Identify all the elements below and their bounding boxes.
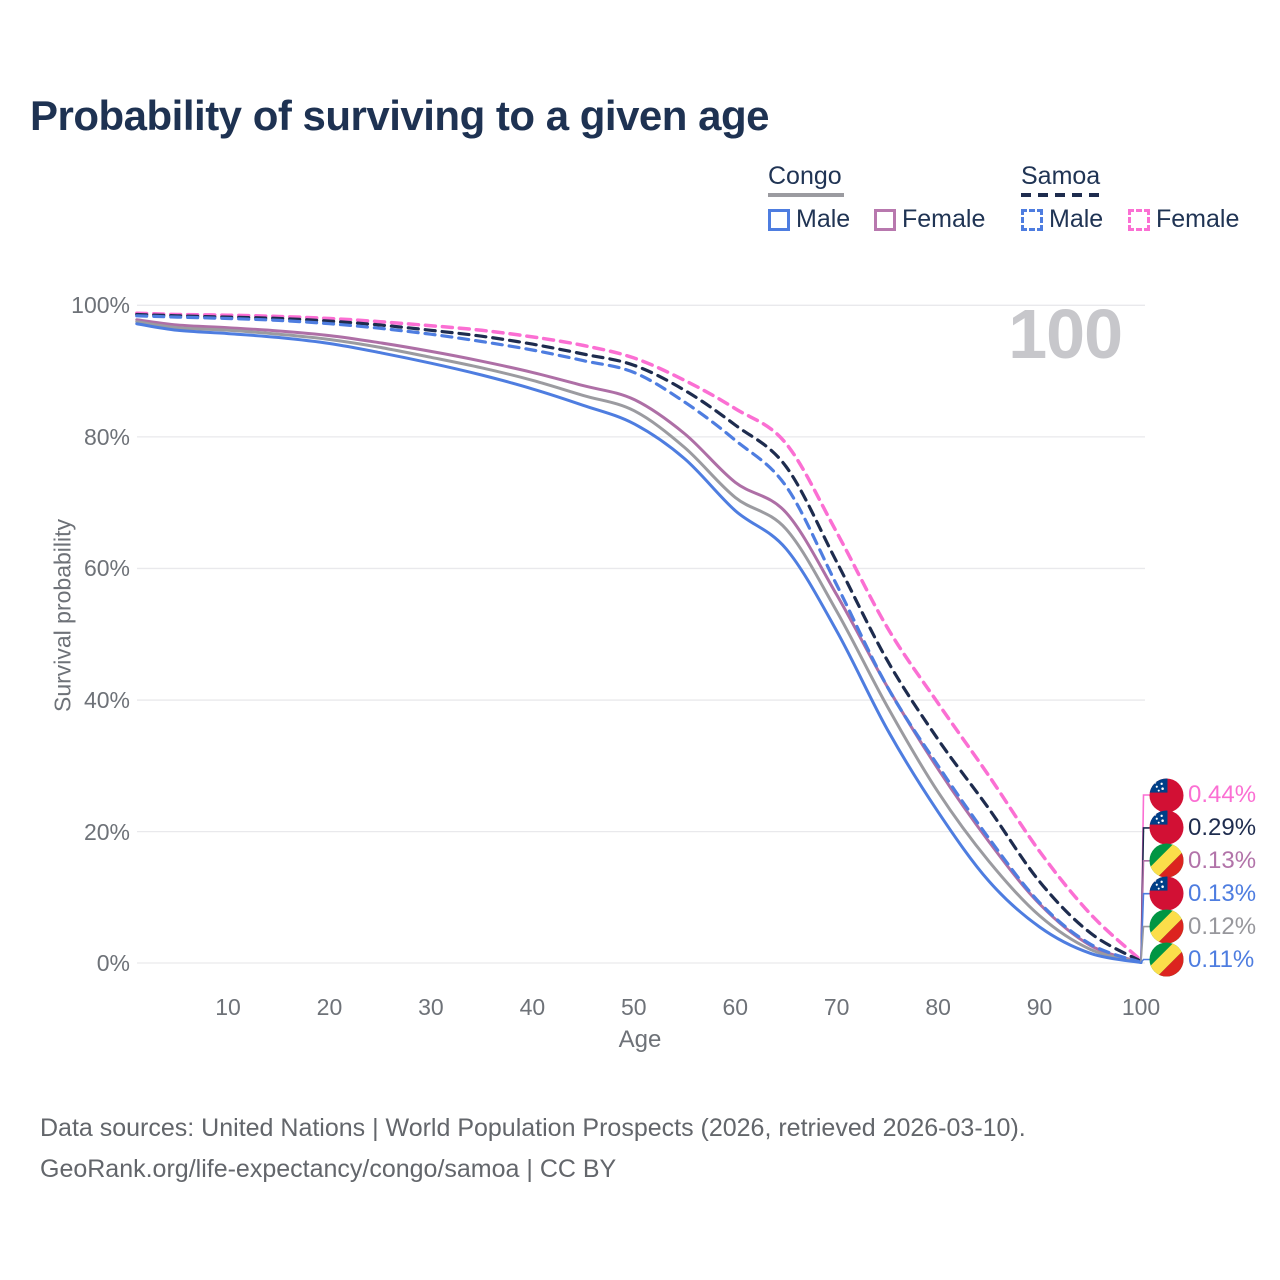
end-label-congo-both[interactable]: 0.12% (1149, 909, 1256, 945)
congo-flag-icon (1149, 843, 1184, 878)
page-title: Probability of surviving to a given age (30, 92, 769, 139)
congo-flag-icon (1149, 942, 1184, 977)
x-tick-60: 60 (722, 994, 749, 1020)
series-line-samoa-male[interactable] (135, 314, 1143, 964)
legend-group-title-congo: Congo (768, 162, 842, 190)
congo-female-swatch-icon (874, 208, 896, 231)
legend-item-congo-male[interactable]: Male (768, 205, 850, 234)
x-tick-40: 40 (519, 994, 546, 1020)
series-line-congo-male[interactable] (135, 322, 1143, 964)
legend-label: Male (1049, 205, 1104, 233)
legend-label: Female (1156, 205, 1240, 233)
x-tick-70: 70 (823, 994, 850, 1020)
end-label-value: 0.11% (1188, 945, 1255, 973)
end-label-congo-female[interactable]: 0.13% (1149, 843, 1256, 879)
x-tick-90: 90 (1026, 994, 1053, 1020)
footer-attribution-line: GeoRank.org/life-expectancy/congo/samoa … (40, 1155, 617, 1184)
end-label-value: 0.13% (1188, 879, 1257, 907)
y-tick-40%: 40% (83, 687, 130, 714)
legend-label: Female (902, 205, 986, 233)
footer: Data sources: United Nations | World Pop… (40, 1108, 1026, 1191)
footer-sources-line: Data sources: United Nations | World Pop… (40, 1114, 1026, 1142)
age-counter-watermark: 100 (1008, 295, 1123, 373)
y-axis-title: Survival probability (49, 518, 76, 713)
samoa-flag-icon (1149, 810, 1184, 845)
samoa-flag-icon (1149, 777, 1184, 813)
series-line-samoa-female[interactable] (134, 311, 1143, 963)
congo-flag-icon (1149, 909, 1184, 944)
x-tick-10: 10 (215, 994, 241, 1020)
legend-underline-samoa (1021, 193, 1099, 197)
x-tick-50: 50 (621, 994, 647, 1020)
series-line-samoa-both[interactable] (135, 312, 1143, 963)
y-tick-60%: 60% (83, 555, 130, 582)
samoa-female-swatch-icon (1128, 208, 1150, 231)
series-line-congo-both[interactable] (135, 320, 1143, 964)
end-label-connector-congo-both (1140, 925, 1150, 963)
end-label-value: 0.12% (1188, 912, 1257, 940)
legend-item-samoa-female[interactable]: Female (1128, 205, 1239, 234)
y-tick-80%: 80% (83, 423, 130, 450)
end-label-samoa-female[interactable]: 0.44% (1149, 777, 1256, 813)
y-tick-100%: 100% (71, 292, 130, 319)
samoa-flag-icon (1149, 876, 1184, 911)
legend: Congo Male Female Samoa Male Female (0, 160, 1280, 240)
x-tick-100: 100 (1121, 994, 1161, 1020)
series-line-congo-female[interactable] (135, 318, 1143, 964)
y-tick-20%: 20% (83, 818, 130, 845)
legend-item-congo-female[interactable]: Female (874, 205, 985, 234)
end-label-samoa-both[interactable]: 0.29% (1149, 810, 1256, 846)
x-tick-30: 30 (418, 994, 444, 1020)
legend-underline-congo (768, 193, 844, 197)
congo-male-swatch-icon (768, 208, 790, 231)
end-label-connector-congo-male (1140, 958, 1150, 964)
end-label-value: 0.29% (1188, 813, 1257, 841)
x-tick-20: 20 (316, 994, 343, 1020)
end-label-samoa-male[interactable]: 0.13% (1149, 876, 1256, 912)
legend-item-samoa-male[interactable]: Male (1021, 205, 1103, 234)
samoa-male-swatch-icon (1021, 208, 1043, 231)
end-label-congo-male[interactable]: 0.11% (1149, 942, 1254, 978)
end-label-value: 0.13% (1188, 846, 1257, 874)
legend-group-title-samoa: Samoa (1021, 162, 1101, 190)
x-tick-80: 80 (925, 994, 951, 1020)
legend-label: Male (796, 205, 851, 233)
y-tick-0%: 0% (96, 950, 130, 976)
end-label-value: 0.44% (1188, 781, 1257, 808)
x-axis-title: Age (618, 1026, 662, 1053)
